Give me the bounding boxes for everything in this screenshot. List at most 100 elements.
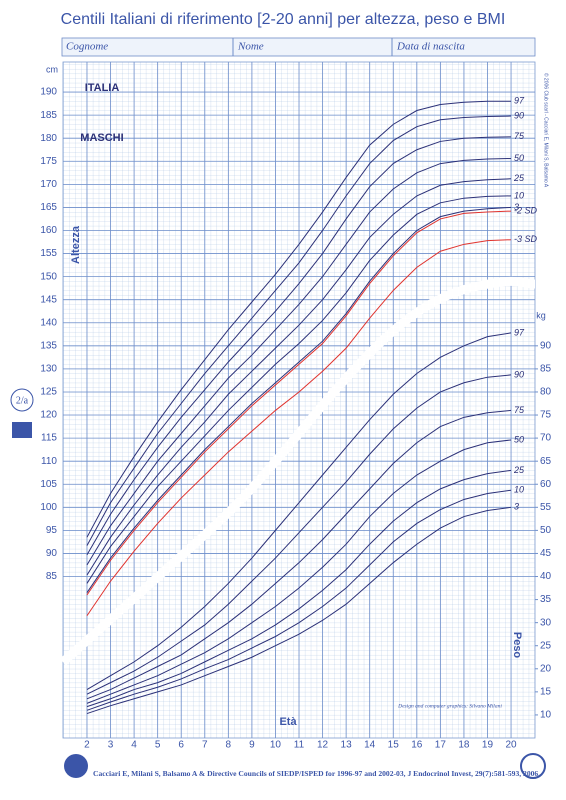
y-tick-label: 45 — [540, 548, 552, 559]
y-tick-label: 130 — [40, 364, 57, 375]
curve — [86, 158, 512, 566]
form-field-label: Nome — [237, 41, 264, 53]
y-tick-label: 160 — [40, 225, 57, 236]
page-code-circle — [10, 388, 34, 412]
patient-form: Cognome Nome Data di nascita — [61, 37, 536, 57]
y-tick-label: 90 — [46, 548, 58, 559]
y-tick-label: 30 — [540, 617, 552, 628]
page-title: Centili Italiani di riferimento [2-20 an… — [61, 11, 506, 28]
plot — [86, 100, 512, 715]
x-tick-label: 15 — [388, 740, 400, 751]
y-tick-label: 165 — [40, 202, 57, 213]
y-axis-label: Altezza — [70, 225, 82, 264]
y-tick-label: 80 — [540, 387, 552, 398]
y-tick-label: 175 — [40, 156, 57, 167]
x-tick-label: 2 — [84, 740, 90, 751]
x-tick-label: 6 — [178, 740, 184, 751]
y-axis-label: Peso — [511, 632, 523, 659]
x-tick-label: 16 — [411, 740, 423, 751]
footer-logo — [64, 754, 88, 778]
curve-label: 97 — [514, 96, 525, 106]
x-tick-label: 20 — [505, 740, 517, 751]
curve — [86, 115, 512, 546]
curve-label: 75 — [514, 405, 525, 415]
curve-label: 97 — [514, 327, 525, 337]
curve-label: 90 — [514, 110, 524, 120]
design-credit: Design and computer graphics: Silvano Mi… — [397, 703, 502, 709]
curve — [86, 409, 512, 700]
annotation: MASCHI — [80, 132, 123, 144]
page-code: 2/a — [16, 395, 29, 406]
curve-label: 50 — [514, 153, 524, 163]
curve — [86, 439, 512, 704]
curve — [86, 210, 512, 596]
y-tick-label: 60 — [540, 479, 552, 490]
y-tick-label: 10 — [540, 710, 552, 721]
x-tick-label: 18 — [458, 740, 470, 751]
x-tick-label: 11 — [294, 740, 305, 751]
y-tick-label: 110 — [41, 456, 57, 467]
y-tick-label: 185 — [40, 110, 57, 121]
y-tick-label: 75 — [540, 410, 552, 421]
y-tick-label: 115 — [41, 433, 57, 444]
reference: Cacciari E, Milani S, Balsamo A & Direct… — [93, 769, 540, 778]
x-tick-label: 5 — [155, 740, 161, 751]
form-box — [61, 37, 536, 57]
curve-label: 75 — [514, 131, 525, 141]
curve-label: 25 — [513, 465, 525, 475]
logo — [12, 422, 32, 438]
y-tick-label: 140 — [40, 317, 57, 328]
form-field-label: Cognome — [66, 41, 108, 53]
y-tick-label: 70 — [540, 433, 552, 444]
curve-label: -3 SD — [514, 234, 538, 244]
curve — [86, 239, 512, 617]
y-tick-label: 125 — [40, 387, 57, 398]
major-grid — [63, 62, 535, 738]
x-axis-label: Età — [279, 716, 297, 728]
curve-label: 3 — [514, 502, 519, 512]
annotation: ITALIA — [85, 82, 120, 94]
curve — [86, 506, 512, 715]
y-tick-label: 90 — [540, 340, 552, 351]
curve — [86, 136, 512, 556]
y-tick-label: 190 — [40, 87, 57, 98]
y-tick-label: 155 — [40, 248, 57, 259]
unit-label: cm — [46, 64, 58, 74]
curve-label: 50 — [514, 434, 524, 444]
left-margin: 2/a — [10, 388, 34, 438]
y-tick-label: 100 — [40, 502, 57, 513]
curve — [86, 374, 512, 695]
x-tick-label: 3 — [108, 740, 114, 751]
y-tick-label: 120 — [40, 410, 57, 421]
footer: Cacciari E, Milani S, Balsamo A & Direct… — [64, 753, 546, 779]
x-tick-label: 4 — [131, 740, 137, 751]
x-tick-label: 7 — [202, 740, 208, 751]
curve-label: 10 — [514, 485, 524, 495]
x-tick-label: 9 — [249, 740, 255, 751]
curve-label: 10 — [514, 190, 524, 200]
y-tick-label: 95 — [46, 525, 58, 536]
y-tick-label: 55 — [540, 502, 552, 513]
footer-seal — [520, 753, 546, 779]
x-tick-label: 17 — [435, 740, 447, 751]
curve — [86, 332, 512, 690]
curve — [86, 100, 512, 538]
y-tick-label: 35 — [540, 594, 552, 605]
y-tick-label: 145 — [40, 294, 57, 305]
x-tick-label: 8 — [226, 740, 232, 751]
y-tick-label: 150 — [40, 271, 57, 282]
y-tick-label: 170 — [40, 179, 57, 190]
y-tick-label: 25 — [540, 640, 552, 651]
y-tick-label: 65 — [540, 456, 552, 467]
curve — [86, 178, 512, 576]
x-tick-label: 13 — [341, 740, 353, 751]
y-tick-label: 85 — [46, 571, 58, 582]
x-tick-label: 14 — [364, 740, 376, 751]
curve — [86, 195, 512, 584]
y-tick-label: 40 — [540, 571, 552, 582]
y-tick-label: 20 — [540, 663, 552, 674]
y-tick-label: 135 — [40, 340, 57, 351]
y-tick-label: 85 — [540, 364, 552, 375]
curve — [86, 469, 512, 708]
x-tick-label: 12 — [317, 740, 329, 751]
